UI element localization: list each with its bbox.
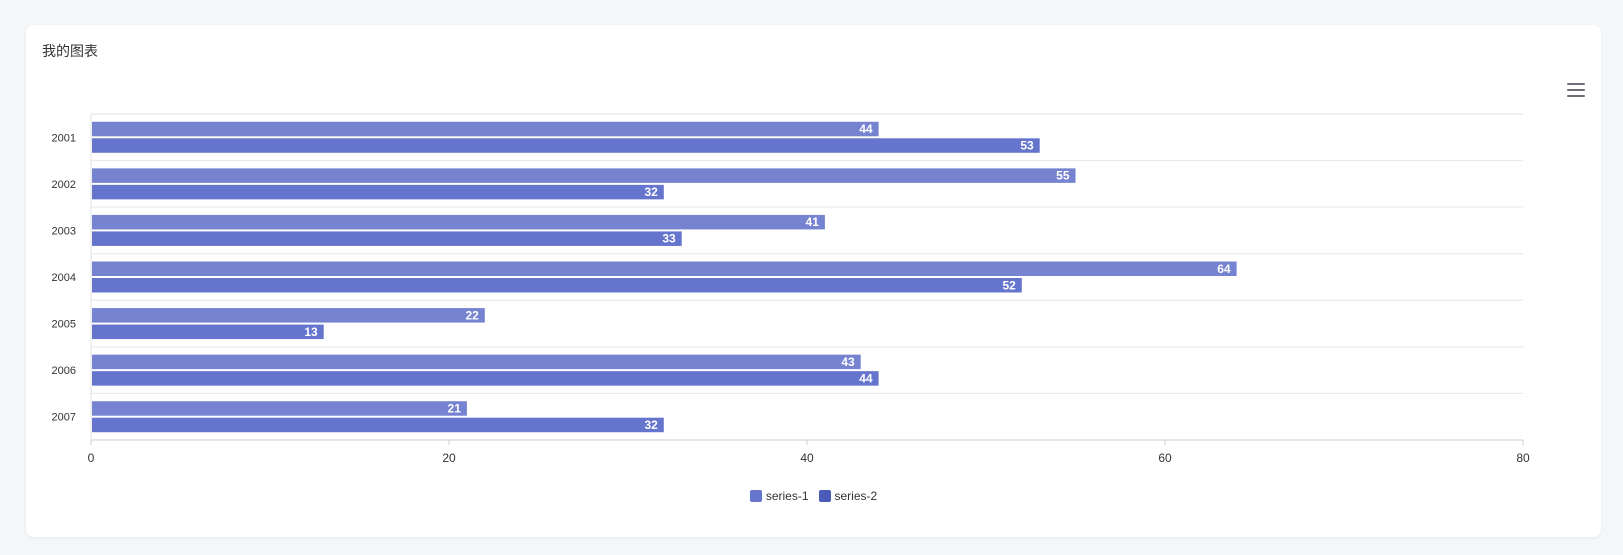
y-tick-label: 2004: [52, 272, 76, 284]
bar: [92, 138, 1040, 153]
bars: [92, 121, 1237, 433]
legend: series-1 series-2: [26, 489, 1601, 503]
menu-icon[interactable]: [1567, 83, 1585, 97]
bar: [92, 278, 1022, 293]
data-label: 32: [644, 418, 658, 432]
bar: [92, 231, 682, 246]
y-tick-label: 2005: [52, 319, 76, 331]
x-tick-label: 60: [1158, 451, 1172, 465]
y-tick-label: 2007: [52, 412, 76, 424]
bar-chart: 44 53 55 32 41 33 64 52 22 13 43 44 21 32 0 20 40 60 80 20…: [52, 113, 1530, 465]
bar: [92, 324, 324, 340]
bar: [92, 354, 861, 370]
x-tick-label: 0: [88, 451, 95, 465]
data-label: 13: [304, 325, 318, 339]
legend-item-series-2[interactable]: series-2: [818, 489, 878, 503]
data-label: 55: [1056, 169, 1070, 183]
chart-title: 我的图表: [42, 43, 98, 59]
x-tick-label: 40: [800, 451, 814, 465]
legend-item-series-1[interactable]: series-1: [749, 489, 809, 503]
bar: [92, 308, 485, 323]
data-label: 32: [644, 185, 658, 199]
data-label: 44: [859, 122, 873, 136]
data-label: 41: [806, 215, 820, 229]
chart-card: 我的图表 44 53 55 32 41 33 64 52 22 13 43 44 21 32 0 20 40 6…: [26, 25, 1601, 537]
data-label: 64: [1217, 262, 1231, 276]
axes: 0 20 40 60 80 2001 2002 2003 2004 2005 2006 2007: [52, 114, 1530, 465]
bar: [92, 371, 879, 386]
legend-swatch: [749, 490, 762, 502]
grid-lines: [91, 113, 1523, 441]
legend-label: series-2: [834, 489, 878, 503]
data-label: 21: [448, 401, 462, 415]
y-tick-label: 2001: [52, 132, 76, 144]
x-tick-label: 20: [442, 451, 456, 465]
data-label: 44: [859, 371, 873, 385]
bar: [92, 121, 879, 137]
bar: [92, 261, 1237, 276]
data-labels: 44 53 55 32 41 33 64 52 22 13 43 44 21 32: [304, 122, 1231, 432]
legend-swatch: [818, 490, 831, 502]
data-label: 33: [662, 232, 676, 246]
y-tick-label: 2002: [52, 179, 76, 191]
bar: [92, 184, 664, 200]
data-label: 52: [1002, 278, 1016, 292]
bar: [92, 168, 1076, 183]
y-tick-label: 2006: [52, 365, 76, 377]
data-label: 43: [841, 355, 855, 369]
data-label: 22: [465, 308, 479, 322]
data-label: 53: [1020, 139, 1034, 153]
bar: [92, 214, 825, 230]
bar: [92, 401, 467, 416]
x-tick-label: 80: [1516, 451, 1530, 465]
legend-label: series-1: [765, 489, 809, 503]
bar: [92, 417, 664, 433]
y-tick-label: 2003: [52, 225, 76, 237]
